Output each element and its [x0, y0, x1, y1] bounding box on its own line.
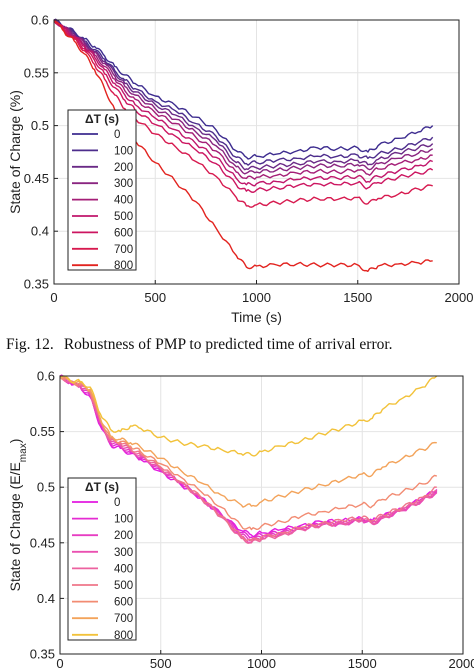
y-axis-label-subscript: max	[18, 443, 29, 462]
chart-panel-2: 0 500 1000 1500 20000.350.40.450.50.550.6Sta…	[7, 369, 474, 668]
series-line-400	[53, 19, 433, 180]
legend-label-0: 0	[114, 129, 120, 141]
y-tick-label: 0.5	[31, 118, 49, 133]
x-tick-label: 1500	[343, 290, 372, 305]
legend-label-100: 100	[114, 145, 133, 157]
legend-label-300: 300	[114, 178, 133, 190]
series-line-300	[53, 19, 434, 175]
y-tick-label: 0.6	[31, 13, 49, 28]
y-tick-label: 0.55	[30, 424, 55, 439]
y-tick-label: 0.45	[30, 535, 55, 550]
legend-label-100: 100	[114, 514, 133, 526]
y-tick-label: 0.55	[24, 65, 49, 80]
legend-label-400: 400	[114, 195, 133, 207]
y-tick-label: 0.5	[37, 480, 55, 495]
series-line-800	[53, 19, 433, 272]
series-line-700	[53, 19, 433, 208]
legend-label-600: 600	[114, 597, 133, 609]
legend-label-600: 600	[114, 227, 133, 239]
series-line-600	[53, 19, 434, 193]
legend-label-800: 800	[114, 630, 133, 642]
x-tick-label: 0	[56, 656, 63, 668]
y-axis-label: State of Charge (%)	[7, 90, 23, 214]
chart-panel-1: 0 500 1000 1500 20000.350.40.450.50.550.6Tim…	[7, 13, 473, 326]
series-line-500	[53, 19, 433, 187]
y-axis-label-close: )	[7, 439, 23, 444]
legend-title: ΔT (s)	[85, 112, 119, 126]
legend-label-500: 500	[114, 211, 133, 223]
series-line-800	[59, 375, 438, 457]
legend-label-300: 300	[114, 547, 133, 559]
legend-box	[67, 109, 137, 271]
legend-box	[67, 477, 137, 641]
x-tick-label: 1000	[247, 656, 276, 668]
x-tick-label: 2000	[449, 656, 474, 668]
x-tick-label: 1000	[242, 290, 271, 305]
legend-label-700: 700	[114, 613, 133, 625]
y-axis-label-text: State of Charge (E/E	[7, 462, 23, 591]
x-tick-label: 500	[150, 656, 172, 668]
x-tick-label: 2000	[445, 290, 474, 305]
y-tick-label: 0.35	[30, 647, 55, 662]
y-axis-label-text: State of Charge (%)	[7, 90, 23, 214]
caption-text: Robustness of PMP to predicted time of a…	[63, 336, 393, 353]
x-axis-label: Time (s)	[231, 309, 282, 325]
y-tick-label: 0.6	[37, 369, 55, 384]
legend-label-200: 200	[114, 530, 133, 542]
series-line-700	[59, 375, 437, 508]
series-line-200	[53, 18, 434, 171]
y-tick-label: 0.35	[24, 277, 49, 292]
x-tick-label: 500	[144, 290, 166, 305]
legend-label-800: 800	[114, 260, 133, 272]
y-tick-label: 0.4	[37, 591, 55, 606]
legend-label-700: 700	[114, 244, 133, 256]
series-line-100	[53, 18, 434, 166]
x-tick-label: 0	[50, 290, 57, 305]
legend-label-200: 200	[114, 162, 133, 174]
series-line-100	[59, 374, 438, 540]
legend-label-500: 500	[114, 580, 133, 592]
caption-label: Fig. 12.	[6, 336, 54, 353]
series-line-0	[53, 19, 434, 160]
legend-label-0: 0	[114, 497, 120, 509]
x-tick-label: 1500	[348, 656, 377, 668]
y-tick-label: 0.45	[24, 171, 49, 186]
legend-label-400: 400	[114, 563, 133, 575]
y-axis-label: State of Charge (E/Emax)	[7, 439, 29, 592]
y-tick-label: 0.4	[31, 224, 49, 239]
legend-title: ΔT (s)	[85, 480, 119, 494]
figure-caption: Fig. 12. Robustness of PMP to predicted t…	[6, 336, 393, 354]
